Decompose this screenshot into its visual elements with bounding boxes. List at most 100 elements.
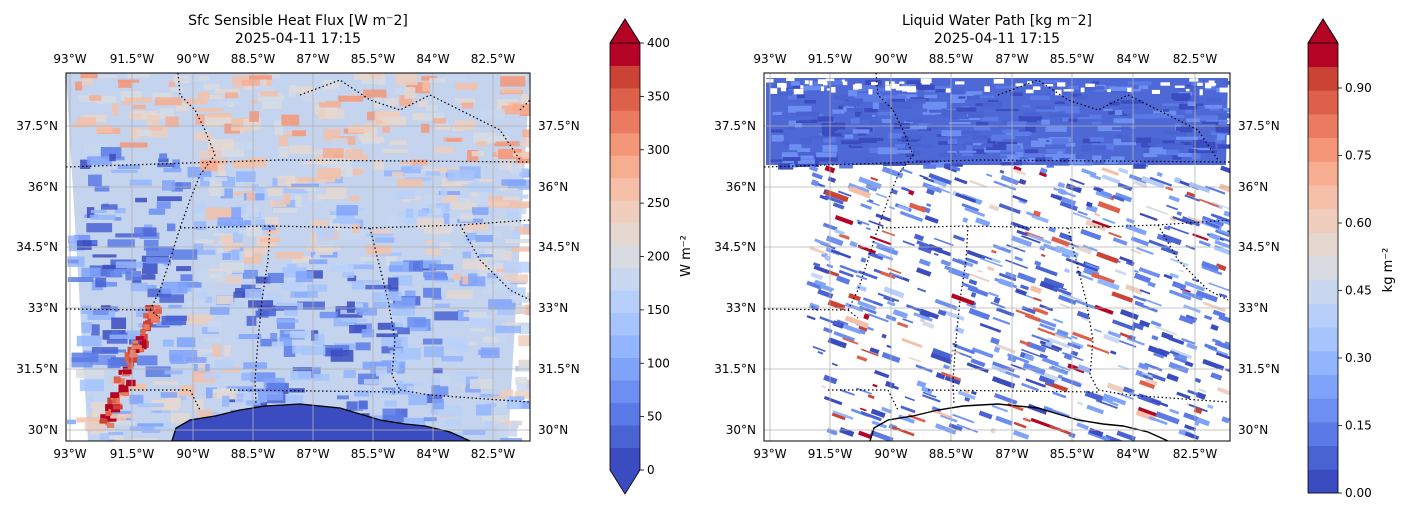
flux-cell [426,394,443,404]
lwp-cell [796,120,817,123]
lwp-cell [1218,183,1230,193]
lwp-cell [782,85,805,91]
lwp-cell [1177,129,1187,136]
flux-cell [309,191,323,202]
colorbar-segment [1308,374,1338,399]
flux-cell [338,95,363,102]
flux-cell [377,81,386,85]
flux-cell [243,246,269,254]
lwp-cell [846,107,864,112]
lwp-cell [1036,109,1059,112]
lwp-cell [948,122,971,125]
lwp-cell [970,390,977,396]
flux-cell [501,179,527,186]
lwp-gap [984,86,990,92]
lwp-cell [1056,151,1063,156]
lwp-gap [1127,87,1132,92]
flux-cell [388,336,408,348]
flux-cell [351,168,364,176]
flux-cell [322,158,350,167]
colorbar-segment [1308,90,1338,115]
lwp-gap [871,81,878,86]
flux-cell [348,264,374,270]
flux-cell [160,392,178,398]
flux-cell [159,153,168,161]
lwp-cell [1162,143,1184,150]
colorbar-segment [1308,279,1338,304]
lwp-cell [1023,353,1035,362]
lwp-gap [1063,89,1074,92]
flux-cell [244,250,253,257]
panel2-colorbar: 0.900.750.600.450.300.150.00 [1307,18,1372,500]
lwp-cell [855,111,862,117]
flux-cell [519,361,530,371]
flux-cell [250,99,258,104]
flux-cell [407,385,415,393]
lwp-cell [857,221,862,225]
lwp-cell [868,220,884,227]
panel1-colorbar-label: W m⁻² [679,235,694,277]
lwp-cell [1106,382,1125,394]
lwp-cell [991,249,997,254]
lwp-cell [880,103,897,110]
lwp-cell [858,176,882,190]
flux-cell [219,262,245,273]
lwp-cell [1145,205,1168,216]
lwp-cell [1138,85,1149,90]
flux-cell [208,123,220,128]
flux-cell [219,238,243,247]
lwp-cell [1092,155,1102,162]
lwp-cell [987,265,995,272]
lwp-cell [1193,416,1210,427]
flux-cell [265,216,279,225]
lwp-cell [899,210,924,222]
flux-cell [452,273,462,281]
flux-cell [383,98,393,104]
lwp-cell [870,176,879,182]
lwp-cell [1050,193,1063,201]
lwp-cell [991,375,1016,389]
colorbar-segment [610,267,640,291]
lwp-cell [1077,273,1094,281]
flux-cell [161,315,187,325]
lwp-gap [993,78,1004,84]
top-lon-tick-label: 91.5°W [808,52,853,66]
flux-cell [505,239,530,244]
lwp-cell [1184,217,1200,225]
lwp-cell [1005,259,1029,269]
flux-cell [80,159,91,169]
lwp-cell [905,143,923,147]
lwp-cell [1104,159,1118,164]
lwp-cell [877,252,894,261]
lwp-cell [1035,265,1058,277]
flux-cell [313,374,330,381]
lwp-cell [990,301,1006,309]
colorbar-tick-label: 300 [647,143,670,157]
flux-cell [500,88,522,94]
flux-cell [213,232,233,236]
colorbar-segment [610,110,640,134]
flux-cell [143,321,149,327]
flux-cell [509,396,525,401]
flux-cell [171,249,198,260]
flux-cell [497,163,508,169]
lwp-cell [954,177,968,185]
lwp-cell [817,288,834,299]
lwp-cell [928,173,953,185]
flux-cell [377,322,397,330]
top-lon-tick-label: 87°W [995,52,1028,66]
lwp-cell [1062,352,1084,362]
lwp-cell [1202,358,1225,371]
lwp-cell [923,176,935,183]
flux-cell [424,276,448,281]
flux-cell [502,274,529,283]
lwp-cell [888,132,903,139]
flux-cell [497,308,515,315]
lwp-cell [948,423,963,432]
lwp-cell [838,233,850,240]
flux-cell [113,405,123,410]
flux-cell [307,284,328,292]
lwp-cell [797,152,816,156]
flux-cell [422,79,430,92]
flux-cell [322,148,344,161]
